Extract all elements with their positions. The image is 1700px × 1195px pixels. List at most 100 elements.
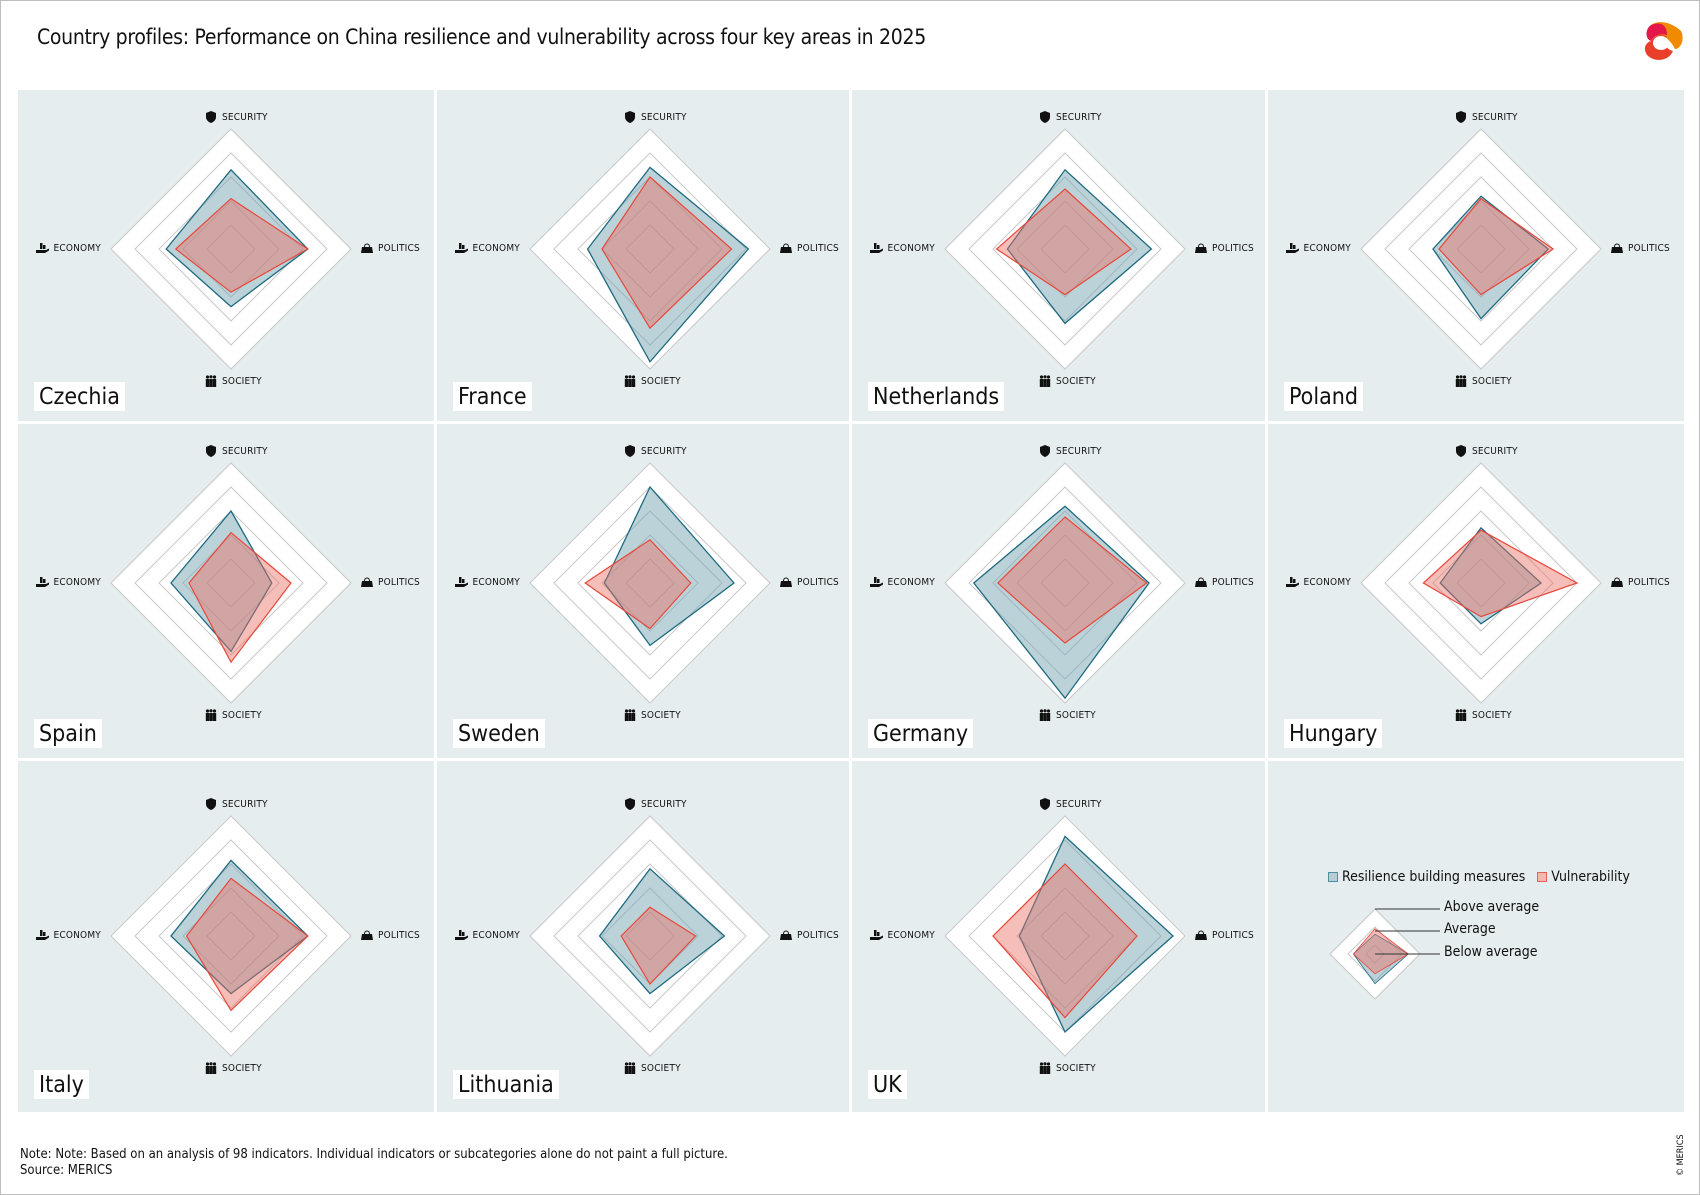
resilience-polygon [1439, 526, 1543, 625]
axis-label-text: ECONOMY [472, 929, 520, 941]
copyright: © MERICS [1676, 1134, 1686, 1176]
vulnerability-polygon [996, 516, 1148, 644]
resilience-polygon [170, 859, 309, 995]
vulnerability-polygon [1422, 529, 1579, 618]
axis-label-security: SECURITY [205, 445, 268, 457]
axis-label-text: POLITICS [378, 929, 420, 941]
people-icon [1455, 709, 1467, 721]
radar-chart [1360, 128, 1602, 370]
axis-label-economy: ECONOMY [455, 242, 520, 254]
shield-icon [1040, 798, 1050, 810]
shield-icon [1456, 111, 1466, 123]
shield-icon [1040, 111, 1050, 123]
handbag-icon [780, 243, 792, 253]
axis-label-politics: POLITICS [780, 242, 839, 254]
handbag-icon [361, 930, 373, 940]
people-icon [624, 375, 636, 387]
axis-label-text: SECURITY [1056, 111, 1102, 123]
axis-label-security: SECURITY [624, 111, 687, 123]
country-name: UK [868, 1070, 907, 1099]
handbag-icon [1195, 577, 1207, 587]
axis-label-society: SOCIETY [1039, 375, 1096, 387]
country-name: France [453, 382, 532, 411]
axis-label-security: SECURITY [1039, 445, 1102, 457]
axis-label-text: SECURITY [1472, 111, 1518, 123]
shield-icon [206, 798, 216, 810]
axis-label-politics: POLITICS [361, 576, 420, 588]
resilience-polygon [1018, 835, 1174, 1034]
vulnerability-polygon [601, 176, 733, 330]
resilience-polygon [1432, 195, 1550, 320]
axis-label-text: SECURITY [641, 798, 687, 810]
country-panel-italy: SECURITY POLITICS SOCIETY ECONOMY Italy [18, 761, 434, 1112]
handbag-icon [1611, 243, 1623, 253]
people-icon [624, 709, 636, 721]
radar-chart [944, 462, 1186, 704]
economy-hand-icon [870, 243, 884, 253]
country-name: Poland [1284, 382, 1363, 411]
legend-above-average: Above average [1444, 899, 1540, 915]
resilience-polygon [598, 867, 726, 995]
country-panel-sweden: SECURITY POLITICS SOCIETY ECONOMY Sweden [437, 424, 849, 758]
legend-label-vulnerability: Vulnerability [1551, 869, 1630, 885]
axis-label-text: SECURITY [641, 445, 687, 457]
people-icon [205, 375, 217, 387]
vulnerability-polygon [620, 906, 697, 985]
axis-label-economy: ECONOMY [36, 242, 101, 254]
economy-hand-icon [870, 577, 884, 587]
axis-label-text: ECONOMY [53, 242, 101, 254]
shield-icon [206, 445, 216, 457]
country-name: Netherlands [868, 382, 1005, 411]
axis-label-economy: ECONOMY [455, 929, 520, 941]
axis-label-text: SOCIETY [1056, 709, 1096, 721]
country-name: Spain [34, 719, 102, 748]
shield-icon [1456, 445, 1466, 457]
axis-label-text: SECURITY [222, 111, 268, 123]
radar-ring-4 [1384, 486, 1578, 680]
handbag-icon [1611, 577, 1623, 587]
country-panel-uk: SECURITY POLITICS SOCIETY ECONOMY UK [852, 761, 1265, 1112]
radar-ring-4 [134, 839, 328, 1033]
radar-ring-3 [1408, 510, 1554, 656]
economy-hand-icon [870, 930, 884, 940]
handbag-icon [1195, 243, 1207, 253]
axis-label-economy: ECONOMY [36, 576, 101, 588]
country-name: Italy [34, 1070, 89, 1099]
axis-label-society: SOCIETY [1455, 375, 1512, 387]
axis-label-society: SOCIETY [205, 375, 262, 387]
country-name: Sweden [453, 719, 545, 748]
country-panel-poland: SECURITY POLITICS SOCIETY ECONOMY Poland [1268, 90, 1684, 421]
radar-chart [529, 815, 771, 1057]
axis-label-security: SECURITY [1039, 798, 1102, 810]
axis-label-text: ECONOMY [887, 576, 935, 588]
shield-icon [625, 111, 635, 123]
people-icon [1039, 375, 1051, 387]
axis-label-text: SOCIETY [1472, 709, 1512, 721]
people-icon [1455, 375, 1467, 387]
axis-label-politics: POLITICS [780, 576, 839, 588]
axis-label-text: ECONOMY [1303, 242, 1351, 254]
radar-chart [944, 128, 1186, 370]
merics-logo [1644, 22, 1683, 60]
axis-label-politics: POLITICS [1195, 929, 1254, 941]
country-name: Germany [868, 719, 974, 748]
country-panel-germany: SECURITY POLITICS SOCIETY ECONOMY Germany [852, 424, 1265, 758]
vulnerability-polygon [995, 188, 1132, 296]
legend-example-radar [1329, 908, 1440, 1000]
vulnerability-polygon [185, 877, 309, 1012]
axis-label-text: SOCIETY [222, 1062, 262, 1074]
country-panel-netherlands: SECURITY POLITICS SOCIETY ECONOMY Netherland… [852, 90, 1265, 421]
axis-label-text: ECONOMY [887, 242, 935, 254]
axis-label-economy: ECONOMY [870, 576, 935, 588]
country-panel-lithuania: SECURITY POLITICS SOCIETY ECONOMY Lithuania [437, 761, 849, 1112]
economy-hand-icon [1286, 243, 1300, 253]
axis-label-security: SECURITY [624, 445, 687, 457]
country-panel-hungary: SECURITY POLITICS SOCIETY ECONOMY Hungary [1268, 424, 1684, 758]
axis-label-text: POLITICS [797, 929, 839, 941]
legend-below-average: Below average [1444, 944, 1538, 960]
axis-label-text: SOCIETY [641, 1062, 681, 1074]
axis-label-text: POLITICS [1212, 929, 1254, 941]
axis-label-economy: ECONOMY [1286, 242, 1351, 254]
radar-chart [529, 128, 771, 370]
